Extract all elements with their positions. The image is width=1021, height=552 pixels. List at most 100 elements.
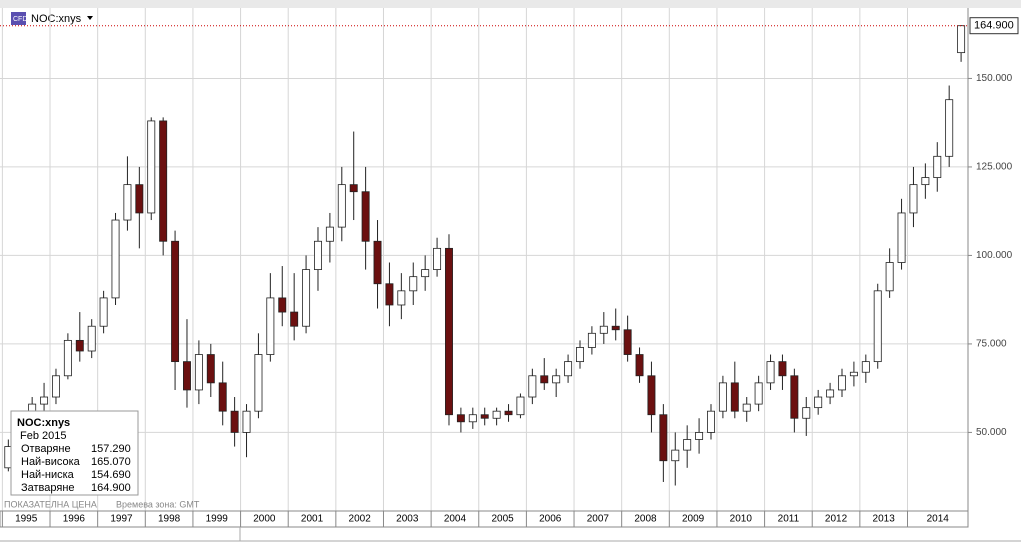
candle-body bbox=[492, 410, 501, 419]
info-value: 157.290 bbox=[91, 443, 131, 455]
x-tick-label: 2007 bbox=[587, 514, 610, 525]
top-strip bbox=[0, 0, 1021, 8]
candle-body bbox=[409, 276, 418, 292]
candle-body bbox=[254, 354, 263, 412]
candle-body bbox=[754, 382, 763, 405]
candle-body bbox=[671, 449, 680, 462]
x-tick-label: 1997 bbox=[110, 514, 133, 525]
candle-body bbox=[373, 240, 382, 285]
grid bbox=[0, 8, 968, 511]
candle-body bbox=[778, 361, 787, 377]
candle-body bbox=[623, 329, 632, 355]
timezone: Времева зона: GMT bbox=[116, 499, 200, 509]
y-tick-label: 100.000 bbox=[976, 250, 1013, 261]
candle-body bbox=[337, 184, 346, 228]
candle-body bbox=[695, 432, 704, 440]
candle-body bbox=[742, 403, 751, 412]
candle-body bbox=[361, 191, 370, 242]
y-tick-label: 150.000 bbox=[976, 73, 1013, 84]
candle-body bbox=[266, 297, 275, 355]
candle-body bbox=[885, 262, 894, 292]
last-price-tag bbox=[969, 17, 1019, 35]
info-value: 154.690 bbox=[91, 469, 131, 481]
candle-body bbox=[194, 354, 203, 391]
x-tick-label: 2012 bbox=[825, 514, 848, 525]
candle-body bbox=[635, 354, 644, 377]
x-tick-label: 2010 bbox=[730, 514, 753, 525]
y-tick-label: 125.000 bbox=[976, 162, 1013, 173]
candle-body bbox=[659, 414, 668, 462]
y-tick-label: 75.000 bbox=[976, 339, 1007, 350]
symbol[interactable]: NOC:xnys bbox=[31, 13, 82, 25]
candle-body bbox=[814, 396, 823, 409]
candle-body bbox=[480, 414, 489, 419]
info-label: Най-ниска bbox=[21, 469, 75, 481]
x-tick-label: 1998 bbox=[158, 514, 181, 525]
candle-body bbox=[147, 120, 156, 214]
x-tick-label: 2002 bbox=[349, 514, 372, 525]
candle-body bbox=[921, 177, 930, 186]
info-period: Feb 2015 bbox=[20, 430, 66, 442]
candle-body bbox=[183, 361, 191, 391]
info-label: Затваряне bbox=[21, 482, 75, 494]
candle-body bbox=[933, 155, 942, 178]
candle-body bbox=[838, 375, 846, 391]
x-tick-label: 2009 bbox=[682, 514, 705, 525]
candle-body bbox=[87, 325, 96, 352]
candle-body bbox=[52, 375, 60, 398]
candles bbox=[4, 25, 966, 486]
candle-body bbox=[242, 410, 251, 433]
info-value: 165.070 bbox=[91, 456, 131, 468]
candle-body bbox=[540, 375, 549, 384]
candle-body bbox=[278, 297, 287, 313]
last-price-label: 164.900 bbox=[974, 20, 1014, 32]
candle-body bbox=[230, 410, 239, 433]
info-rows: Отваряне 157.290 Най-висока 165.070 Най-ниск… bbox=[21, 443, 131, 494]
x-tick-label: 2006 bbox=[539, 514, 562, 525]
candle-body bbox=[218, 382, 227, 412]
candle-body bbox=[385, 283, 394, 306]
dropdown-arrow[interactable] bbox=[87, 16, 93, 20]
info-label: Отваряне bbox=[21, 443, 71, 455]
candle-body bbox=[707, 410, 715, 433]
info-box-frame bbox=[10, 410, 139, 496]
x-tick-label: 2013 bbox=[873, 514, 896, 525]
candle-body bbox=[468, 414, 477, 423]
candle-body bbox=[325, 226, 334, 242]
candle-body bbox=[99, 297, 108, 327]
candle-body bbox=[516, 396, 525, 416]
candle-body bbox=[421, 269, 430, 278]
candle-body bbox=[897, 212, 906, 263]
x-tick-label: 2001 bbox=[301, 514, 324, 525]
candle-body bbox=[302, 269, 311, 327]
candle-body bbox=[314, 240, 322, 270]
x-tick-label: 2000 bbox=[253, 514, 276, 525]
candle-body bbox=[766, 361, 775, 384]
candle-body bbox=[397, 290, 406, 306]
x-tick-label: 2003 bbox=[396, 514, 419, 525]
candle-body bbox=[445, 247, 453, 416]
candle-body bbox=[790, 375, 799, 419]
y-tick-label: 50.000 bbox=[976, 427, 1007, 438]
candle-body bbox=[718, 382, 727, 412]
candle-body bbox=[111, 219, 120, 299]
info-value: 164.900 bbox=[91, 482, 131, 494]
candle-body bbox=[611, 325, 620, 331]
candle-body bbox=[552, 375, 561, 384]
candle-body bbox=[504, 410, 513, 416]
candle-body bbox=[957, 25, 966, 54]
candle-body bbox=[909, 184, 918, 214]
candle-body bbox=[63, 339, 72, 377]
x-axis-strip bbox=[0, 510, 969, 528]
cfd-icon[interactable] bbox=[11, 12, 26, 25]
candle-body bbox=[40, 396, 49, 405]
candle-body bbox=[433, 247, 442, 270]
x-tick-label: 1996 bbox=[63, 514, 86, 525]
candle-body bbox=[683, 439, 692, 451]
candle-body bbox=[647, 375, 656, 416]
candle-body bbox=[599, 325, 608, 334]
candle-body bbox=[290, 311, 299, 327]
x-tick-label: 2011 bbox=[778, 514, 800, 525]
cfd-icon-text: CFD bbox=[13, 16, 27, 23]
